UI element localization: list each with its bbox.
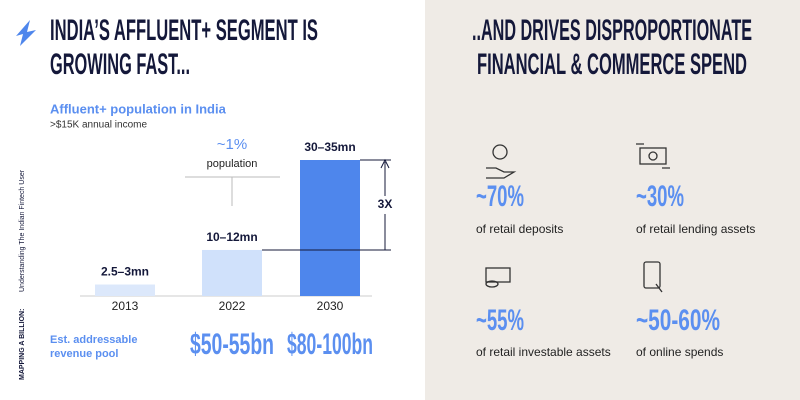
stat-label: of retail lending assets [636, 222, 755, 236]
multiple-label: 3X [378, 197, 393, 211]
bar [95, 284, 155, 296]
revenue-value: $80-100bn [287, 328, 373, 361]
revenue-label: revenue pool [50, 348, 118, 360]
chart-title: Affluent+ population in India [50, 101, 227, 116]
logo [16, 20, 36, 46]
stat-label: of retail deposits [476, 222, 563, 236]
revenue-label: Est. addressable [50, 334, 137, 346]
bar [202, 249, 262, 296]
annotation: ~1% [217, 136, 247, 153]
right-panel [425, 0, 800, 400]
icon-invest [485, 267, 511, 288]
side-label: MAPPING A BILLION: [19, 309, 26, 380]
left-title: GROWING FAST... [50, 48, 190, 81]
right-title: ..AND DRIVES DISPROPORTIONATE [472, 14, 752, 47]
stat-value: ~70% [476, 180, 524, 213]
bar [300, 160, 360, 296]
stat-label: of online spends [636, 345, 723, 359]
label-bg [375, 195, 397, 214]
arrow-head [380, 158, 390, 169]
value-label: 10–12mn [206, 230, 257, 244]
side-label: Understanding The Indian Fintech User [19, 169, 26, 292]
icon-deposit [486, 144, 517, 179]
stat-value: ~30% [636, 180, 684, 213]
icon-lending [636, 143, 670, 169]
right-title: FINANCIAL & COMMERCE SPEND [477, 48, 747, 81]
x-tick-label: 2022 [219, 299, 246, 313]
x-tick-label: 2013 [112, 299, 139, 313]
revenue-value: $50-55bn [190, 328, 274, 361]
stat-label: of retail investable assets [476, 345, 611, 359]
stat-value: ~55% [476, 304, 524, 337]
stat-value: ~50-60% [636, 304, 720, 337]
value-label: 2.5–3mn [101, 265, 149, 279]
icon-online [643, 261, 663, 293]
value-label: 30–35mn [304, 140, 355, 154]
left-title: INDIA’S AFFLUENT+ SEGMENT IS [50, 14, 318, 47]
x-tick-label: 2030 [317, 299, 344, 313]
chart-subtitle: >$15K annual income [50, 120, 147, 131]
annotation: population [207, 158, 258, 170]
